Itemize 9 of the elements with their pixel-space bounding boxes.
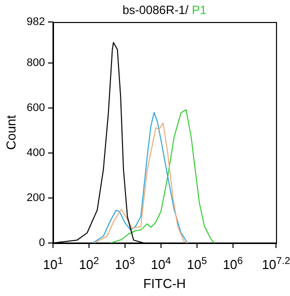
y-tick-label: 600 <box>26 102 45 114</box>
y-tick-label: 800 <box>26 56 45 69</box>
chart-title: bs-0086R-1/ P1 <box>122 3 207 17</box>
y-tick-label: 400 <box>26 147 45 160</box>
y-tick-label: 982 <box>26 16 45 28</box>
y-tick-label: 200 <box>26 192 45 204</box>
y-tick-label: 0 <box>38 237 45 250</box>
x-axis-title: FITC-H <box>143 276 186 291</box>
y-axis-title: Count <box>3 114 18 150</box>
